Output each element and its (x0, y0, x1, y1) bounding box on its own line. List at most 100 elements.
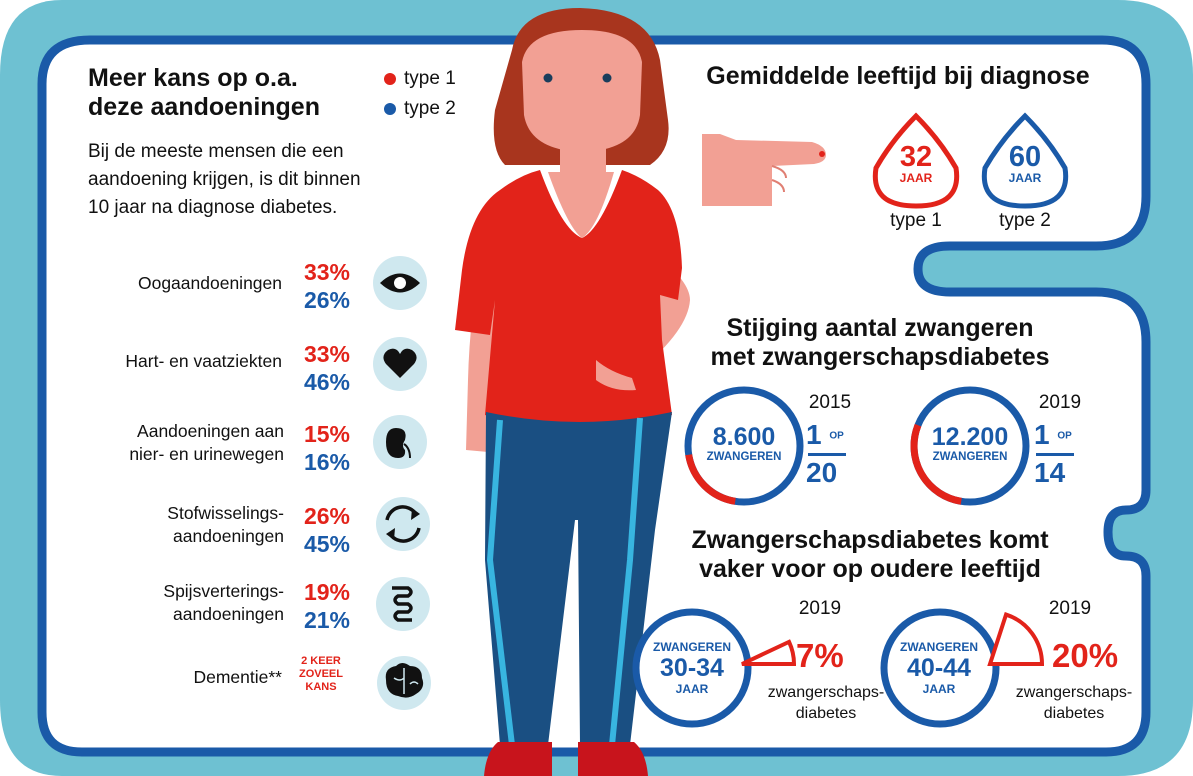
age-group-ages: 30-34 (660, 654, 724, 682)
intro-line1: Bij de meeste mensen die een (88, 141, 344, 162)
rise-2019-ratio: 1 OP 14 (1034, 420, 1084, 488)
pregnancy-age-heading-line1: Zwangerschapsdiabetes komt (691, 526, 1049, 554)
type1-value: 33% (303, 341, 350, 367)
drop-type1-content: 32 JAAR (878, 142, 954, 184)
right-eye (602, 73, 612, 83)
rise-2015-count-label: ZWANGEREN (706, 451, 782, 463)
ratio-op: OP (1057, 430, 1072, 442)
type1-value: 19% (303, 579, 350, 605)
age-group-bottom: JAAR (675, 682, 709, 696)
drop-type1-unit: JAAR (899, 171, 933, 185)
shirt (455, 170, 682, 430)
caption-line2: diabetes (795, 705, 857, 722)
rise-2019-count: 12.200 ZWANGEREN (908, 424, 1032, 464)
rise-2019-count-value: 12.200 (931, 423, 1009, 451)
collar-v (548, 172, 614, 238)
ratio-divider (1036, 452, 1074, 456)
drop-type1-value: 32 (899, 141, 933, 173)
age-40-44-year: 2019 (1048, 598, 1092, 619)
kans-line1: 2 KEER (301, 655, 341, 667)
pregnancy-age-heading: Zwangerschapsdiabetes komt vaker voor op… (660, 526, 1080, 584)
intro-line2: aandoening krijgen, is dit binnen (88, 169, 361, 190)
rise-2015-ratio: 1 OP 20 (806, 420, 856, 488)
condition-label-line: nier- en urinewegen (129, 444, 284, 464)
condition-values-kidney: 15% 16% (290, 420, 350, 476)
age-30-34-year: 2019 (798, 598, 842, 619)
drop-type2-unit: JAAR (1008, 171, 1042, 185)
condition-values-heart: 33% 46% (290, 340, 350, 396)
rise-2015-year: 2015 (808, 392, 852, 413)
age-group-30-34: ZWANGEREN 30-34 JAAR (634, 640, 750, 696)
drop-type2-label: type 2 (999, 210, 1051, 231)
ratio-numerator: 1 (1034, 419, 1050, 450)
drop-type2-value: 60 (1008, 141, 1042, 173)
conditions-heading-line1: Meer kans op o.a. (88, 64, 298, 92)
legend-label-type2: type 2 (404, 98, 456, 119)
drop-type1-label: type 1 (890, 210, 942, 231)
condition-label-dementia: Dementie** (40, 666, 282, 689)
condition-label-line: Oogaandoeningen (137, 273, 282, 293)
pants-stripe-right (609, 417, 643, 746)
type2-value: 21% (303, 607, 350, 633)
age-group-ages: 40-44 (907, 654, 971, 682)
age-40-44-caption: zwangerschaps- diabetes (1004, 682, 1144, 724)
condition-values-digestive: 19% 21% (290, 578, 350, 634)
pregnancy-age-heading-line2: vaker voor op oudere leeftijd (699, 555, 1041, 583)
ratio-denominator: 14 (1034, 456, 1066, 488)
pregnancy-rise-heading: Stijging aantal zwangeren met zwangersch… (680, 314, 1080, 372)
ratio-divider (808, 452, 846, 456)
hip-hand (596, 360, 636, 391)
type1-value: 26% (303, 503, 350, 529)
type2-value: 16% (303, 449, 350, 475)
ratio-denominator: 20 (806, 456, 838, 488)
rise-2019-count-label: ZWANGEREN (932, 451, 1008, 463)
type2-value: 45% (303, 531, 350, 557)
conditions-heading-line2: deze aandoeningen (88, 93, 320, 121)
condition-values-metabolic: 26% 45% (290, 502, 350, 558)
age-group-top: ZWANGEREN (653, 640, 731, 654)
age-group-40-44: ZWANGEREN 40-44 JAAR (880, 640, 998, 696)
type1-value: 15% (303, 421, 350, 447)
pants (485, 412, 672, 745)
legend-item-type2: type 2 (384, 94, 456, 124)
intro-text: Bij de meeste mensen die een aandoening … (88, 138, 361, 222)
legend-label-type1: type 1 (404, 68, 456, 89)
type1-value: 33% (303, 259, 350, 285)
face (522, 30, 642, 152)
caption-line1: zwangerschaps- (1015, 684, 1133, 701)
condition-label-metabolic: Stofwisselings- aandoeningen (40, 502, 284, 548)
condition-label-eye: Oogaandoeningen (60, 272, 282, 295)
legend-item-type1: type 1 (384, 64, 456, 94)
age-30-34-caption: zwangerschaps- diabetes (756, 682, 896, 724)
pregnancy-rise-heading-line2: met zwangerschapsdiabetes (710, 343, 1050, 371)
condition-label-line: Spijsverterings- (163, 581, 284, 601)
left-shoe (484, 742, 552, 776)
intro-line3: 10 jaar na diagnose diabetes. (88, 197, 338, 218)
left-eye (543, 73, 553, 83)
condition-label-line: Aandoeningen aan (137, 421, 284, 441)
condition-label-line: Stofwisselings- (167, 503, 284, 523)
age-40-44-percent: 20% (1052, 637, 1119, 674)
condition-label-heart: Hart- en vaatziekten (40, 350, 282, 373)
caption-line2: diabetes (1043, 705, 1105, 722)
condition-label-line: aandoeningen (173, 604, 284, 624)
rise-2019-year: 2019 (1038, 392, 1082, 413)
condition-label-line: Hart- en vaatziekten (125, 351, 282, 371)
type2-value: 46% (303, 369, 350, 395)
type2-value: 26% (303, 287, 350, 313)
condition-label-line: aandoeningen (173, 526, 284, 546)
age-group-bottom: JAAR (922, 682, 956, 696)
ratio-op: OP (829, 430, 844, 442)
kans-line3: KANS (305, 681, 337, 693)
rise-2015-count: 8.600 ZWANGEREN (684, 424, 804, 464)
condition-label-line: Dementie** (193, 667, 282, 687)
drop-type2-content: 60 JAAR (987, 142, 1063, 184)
pants-stripe-left (486, 419, 515, 746)
age-30-34-percent: 7% (796, 637, 844, 674)
pregnancy-rise-heading-line1: Stijging aantal zwangeren (726, 314, 1034, 342)
condition-label-digestive: Spijsverterings- aandoeningen (40, 580, 284, 626)
dementia-kans: 2 KEER ZOVEEL KANS (286, 655, 356, 694)
kans-line2: ZOVEEL (298, 668, 343, 680)
legend: type 1 type 2 (384, 64, 456, 124)
